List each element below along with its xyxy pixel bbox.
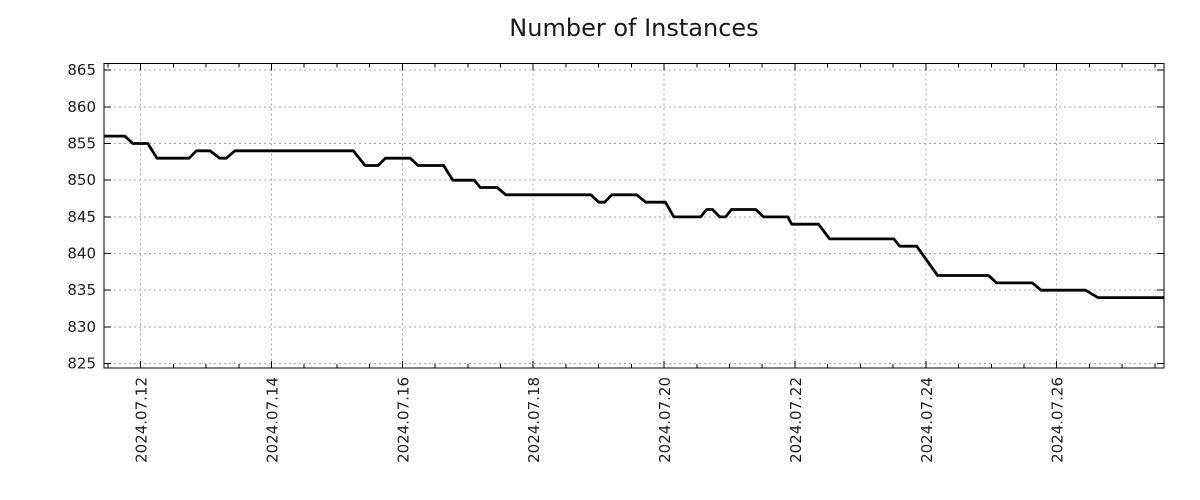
- y-tick-label: 860: [67, 98, 96, 116]
- x-tick-label: 2024.07.26: [1049, 377, 1067, 463]
- y-tick-label: 855: [67, 134, 96, 152]
- y-tick-label: 830: [67, 318, 96, 336]
- y-tick-label: 865: [67, 61, 96, 79]
- x-tick-label: 2024.07.20: [656, 377, 674, 463]
- x-tick-label: 2024.07.18: [525, 377, 543, 463]
- plot-border: [103, 63, 1165, 369]
- y-tick-label: 825: [67, 355, 96, 373]
- x-tick-label: 2024.07.14: [264, 377, 282, 463]
- x-tick-label: 2024.07.24: [918, 377, 936, 463]
- y-tick-label: 835: [67, 281, 96, 299]
- y-tick-label: 845: [67, 208, 96, 226]
- y-tick-label: 850: [67, 171, 96, 189]
- x-tick-label: 2024.07.22: [787, 377, 805, 463]
- chart-title: Number of Instances: [509, 14, 759, 42]
- data-line: [104, 134, 1164, 300]
- x-tick-label: 2024.07.16: [394, 377, 412, 463]
- x-tick-label: 2024.07.12: [133, 377, 151, 463]
- y-tick-label: 840: [67, 245, 96, 263]
